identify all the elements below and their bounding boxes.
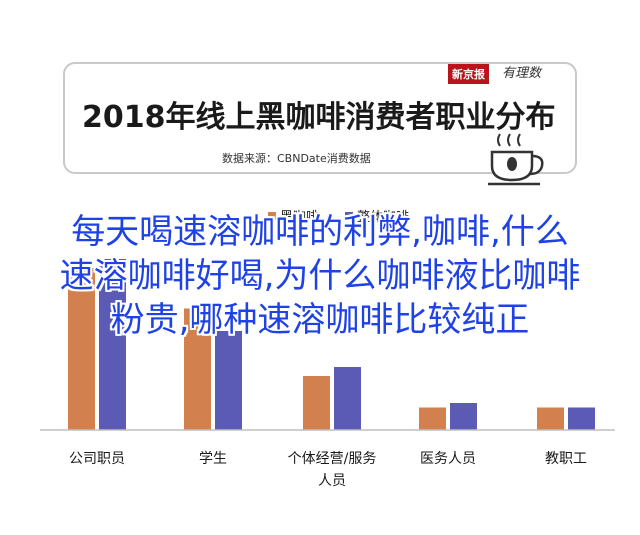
legend: 黑咖啡 整体咖啡 — [268, 210, 409, 225]
data-source: 数据来源：CBNDate消费数据 — [222, 152, 371, 165]
overlay-line-3: 粉贵,哪种速溶咖啡比较纯正 — [110, 300, 530, 340]
category-label-2: 个体经营/服务人员 — [288, 451, 377, 489]
category-labels: 公司职员 学生 个体经营/服务人员 医务人员 教职工 — [69, 451, 587, 489]
bar-overall-coffee-2 — [334, 367, 361, 430]
bar-overall-coffee-0 — [99, 259, 126, 430]
overlay-title: 每天喝速溶咖啡的利弊,咖啡,什么 速溶咖啡好喝,为什么咖啡液比咖啡 粉贵,哪种速… — [0, 210, 640, 342]
category-label-3: 医务人员 — [420, 451, 476, 467]
legend-swatch-0 — [268, 212, 276, 220]
brand-logo-xinjingbao: 新京报 — [448, 64, 489, 84]
header-box — [63, 62, 577, 174]
category-label-1: 学生 — [199, 451, 227, 467]
overlay-line-2: 速溶咖啡好喝,为什么咖啡液比咖啡 — [59, 256, 581, 296]
bar-black-coffee-3 — [419, 407, 446, 430]
bar-overall-coffee-4 — [568, 407, 595, 430]
bars — [68, 259, 595, 430]
category-label-4: 教职工 — [545, 451, 587, 467]
bar-black-coffee-2 — [303, 376, 330, 430]
legend-swatch-1 — [345, 212, 353, 220]
bar-overall-coffee-3 — [450, 403, 477, 430]
legend-label-1: 整体咖啡 — [357, 210, 409, 225]
coffee-cup-icon — [488, 133, 544, 186]
chart-title: 2018年线上黑咖啡消费者职业分布 — [82, 100, 556, 135]
brand-logo-youlishu: 有理数 — [502, 66, 542, 81]
legend-label-0: 黑咖啡 — [280, 210, 319, 225]
bar-black-coffee-0 — [68, 268, 95, 430]
bar-overall-coffee-1 — [215, 331, 242, 430]
bar-black-coffee-4 — [537, 407, 564, 430]
bar-black-coffee-1 — [184, 308, 211, 430]
overlay-line-1: 每天喝速溶咖啡的利弊,咖啡,什么 — [71, 212, 569, 252]
category-label-0: 公司职员 — [69, 451, 125, 467]
